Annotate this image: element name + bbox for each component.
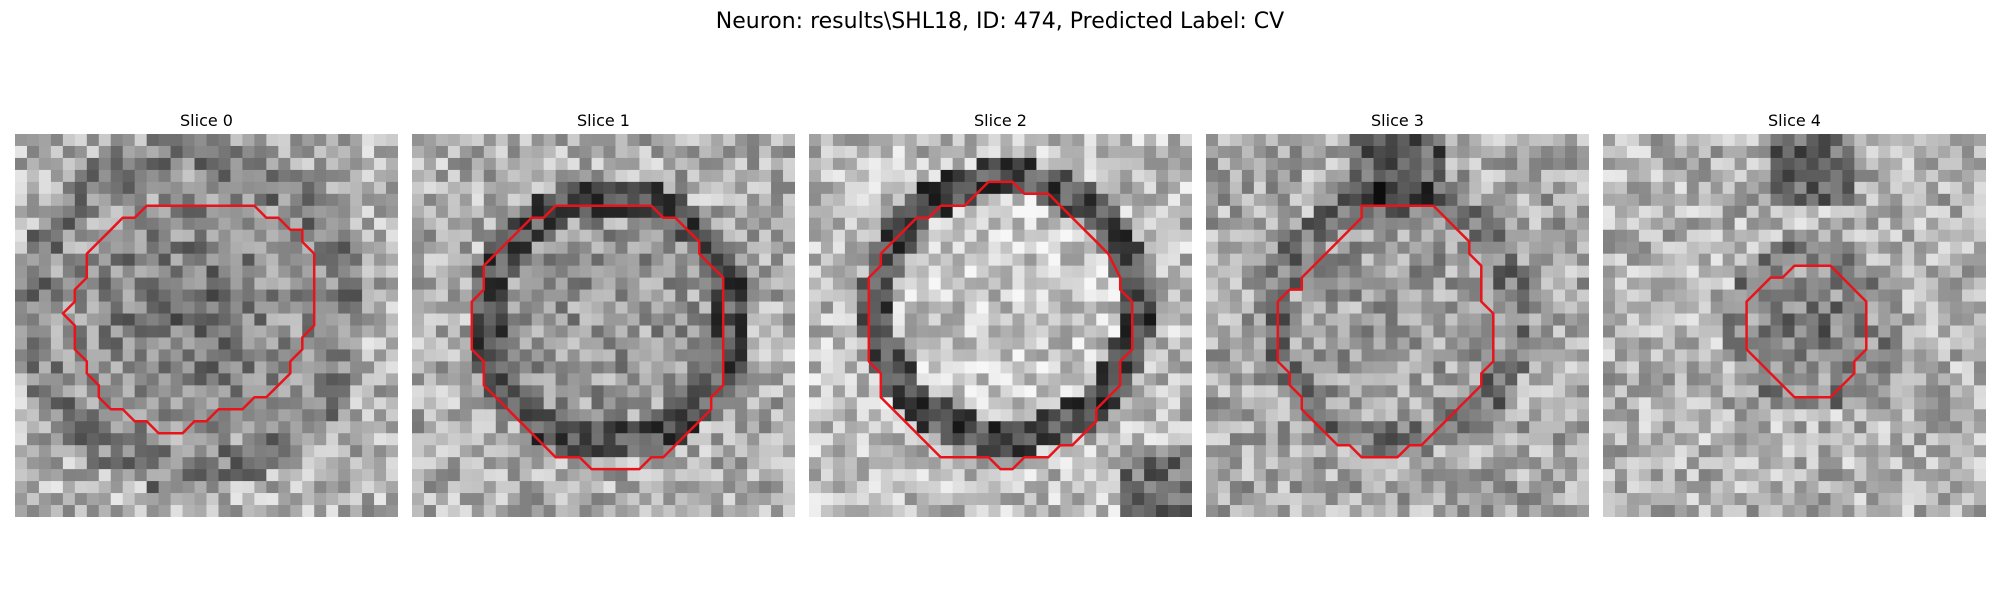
slice-image-0 bbox=[15, 134, 398, 517]
slice-panel-0: Slice 0 bbox=[15, 108, 398, 517]
slice-image-3 bbox=[1206, 134, 1589, 517]
segmentation-outline bbox=[1745, 264, 1868, 399]
pixel-grid bbox=[1206, 134, 1589, 517]
slice-title: Slice 2 bbox=[974, 111, 1027, 130]
slice-title: Slice 3 bbox=[1371, 111, 1424, 130]
pixel-grid bbox=[809, 134, 1192, 517]
slice-image-2 bbox=[809, 134, 1192, 517]
slice-panel-3: Slice 3 bbox=[1206, 108, 1589, 517]
slice-panel-1: Slice 1 bbox=[412, 108, 795, 517]
figure-title: Neuron: results\SHL18, ID: 474, Predicte… bbox=[715, 9, 1285, 34]
pixel-grid bbox=[15, 134, 398, 517]
segmentation-outline bbox=[1276, 204, 1495, 459]
slice-panel-4: Slice 4 bbox=[1603, 108, 1986, 517]
segmentation-outline bbox=[470, 204, 725, 471]
slice-image-1 bbox=[412, 134, 795, 517]
pixel-grid bbox=[1603, 134, 1986, 517]
slice-image-4 bbox=[1603, 134, 1986, 517]
segmentation-outline bbox=[61, 204, 316, 435]
segmentation-outline bbox=[867, 180, 1134, 471]
slice-panel-2: Slice 2 bbox=[809, 108, 1192, 517]
slice-title: Slice 4 bbox=[1768, 111, 1821, 130]
slice-title: Slice 0 bbox=[180, 111, 233, 130]
slice-title: Slice 1 bbox=[577, 111, 630, 130]
pixel-grid bbox=[412, 134, 795, 517]
